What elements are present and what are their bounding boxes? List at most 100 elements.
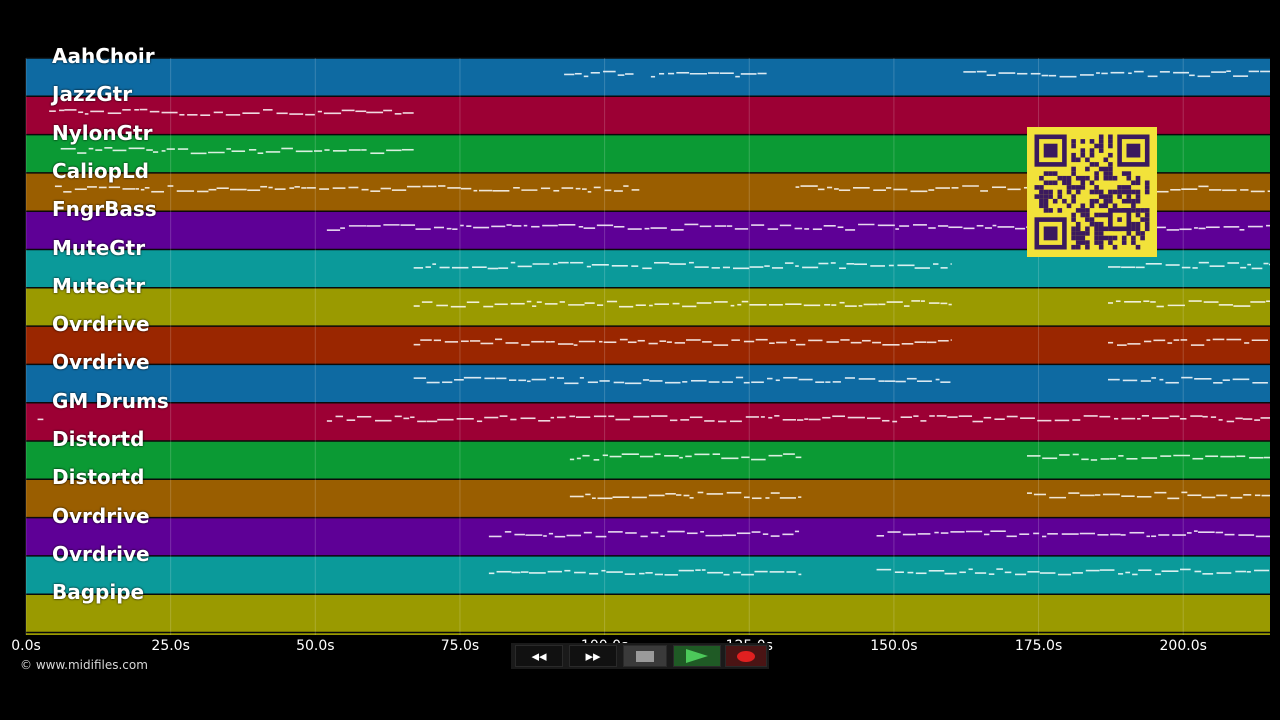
qr-module [1112, 203, 1118, 209]
qr-module [1094, 143, 1099, 149]
qr-module [1043, 226, 1058, 241]
stop-icon [636, 650, 654, 662]
qr-module [1140, 217, 1145, 222]
qr-module [1071, 152, 1076, 158]
qr-module [1135, 194, 1141, 199]
qr-module [1066, 185, 1072, 190]
qr-module [1039, 175, 1044, 181]
qr-module [1126, 171, 1132, 176]
qr-module [1144, 185, 1150, 190]
qr-module [1075, 221, 1081, 227]
qr-module [1098, 189, 1104, 195]
qr-module [1071, 231, 1076, 236]
qr-module [1094, 226, 1099, 232]
qr-module [1089, 189, 1095, 195]
qr-module [1075, 231, 1081, 236]
rewind-button[interactable]: ◂◂ [515, 645, 563, 667]
qr-module [1066, 203, 1072, 209]
track-lane [26, 58, 1270, 97]
qr-module [1094, 231, 1099, 236]
track-lane [26, 517, 1270, 556]
qr-module [1075, 175, 1081, 181]
qr-module [1075, 185, 1081, 190]
qr-module [1071, 212, 1076, 218]
qr-module [1089, 162, 1095, 167]
qr-module [1094, 212, 1099, 218]
qr-module [1043, 171, 1049, 176]
qr-module [1131, 221, 1136, 227]
qr-module [1103, 212, 1109, 218]
qr-module [1080, 185, 1086, 190]
qr-module [1034, 185, 1040, 190]
track-label: JazzGtr [52, 82, 133, 107]
qr-module [1135, 180, 1141, 186]
qr-module [1043, 194, 1049, 199]
qr-module [1043, 198, 1049, 204]
qr-module [1135, 221, 1141, 227]
qr-module [1098, 194, 1104, 199]
tick-label: 50.0s [296, 638, 335, 654]
fast-forward-button[interactable]: ▸▸ [569, 645, 617, 667]
qr-module [1080, 208, 1086, 213]
track-lane [26, 364, 1270, 403]
qr-module [1080, 212, 1086, 218]
qr-module [1135, 226, 1141, 232]
stop-button[interactable] [623, 645, 667, 667]
qr-module [1098, 166, 1104, 172]
qr-module [1080, 203, 1086, 209]
qr-module [1071, 166, 1076, 172]
track-lane [26, 632, 1270, 635]
qr-module [1103, 166, 1109, 172]
qr-module [1094, 162, 1099, 167]
track-label: MuteGtr [52, 273, 146, 298]
qr-module [1131, 198, 1136, 204]
qr-module [1071, 226, 1076, 232]
qr-module [1108, 162, 1113, 167]
qr-module [1071, 217, 1076, 222]
qr-module [1062, 180, 1067, 186]
qr-module [1043, 189, 1049, 195]
qr-module [1048, 180, 1053, 186]
qr-module [1075, 208, 1081, 213]
qr-module [1089, 152, 1095, 158]
track-lane [26, 402, 1270, 441]
qr-module [1080, 180, 1086, 186]
qr-module [1057, 189, 1063, 195]
transport-controls: ◂◂ ▸▸ [511, 643, 769, 669]
qr-module [1071, 194, 1076, 199]
qr-module [1071, 157, 1076, 163]
qr-module [1121, 198, 1127, 204]
qr-module [1080, 152, 1086, 158]
qr-module [1048, 189, 1053, 195]
play-button[interactable] [673, 645, 721, 667]
qr-module [1080, 148, 1086, 153]
qr-module [1112, 244, 1118, 250]
qr-module [1089, 198, 1095, 204]
qr-module [1075, 189, 1081, 195]
play-icon [686, 649, 708, 663]
qr-module [1043, 180, 1049, 186]
qr-module [1131, 189, 1136, 195]
track-label: MuteGtr [52, 235, 146, 260]
qr-module [1039, 198, 1044, 204]
qr-module [1126, 194, 1132, 199]
qr-module [1103, 235, 1109, 241]
qr-module [1089, 148, 1095, 153]
qr-module [1140, 231, 1145, 236]
qr-module [1094, 240, 1099, 245]
qr-module [1034, 194, 1040, 199]
qr-module [1057, 175, 1063, 181]
tick-label: 25.0s [151, 638, 190, 654]
record-button[interactable] [725, 645, 767, 667]
qr-module [1098, 143, 1104, 149]
qr-module [1057, 194, 1063, 199]
qr-module [1112, 189, 1118, 195]
qr-module [1098, 134, 1104, 140]
track-lane [26, 326, 1270, 365]
qr-module [1121, 189, 1127, 195]
qr-module [1131, 180, 1136, 186]
track-label: Ovrdrive [52, 541, 150, 566]
qr-module [1098, 231, 1104, 236]
qr-module [1052, 171, 1058, 176]
track-lane [26, 555, 1270, 595]
